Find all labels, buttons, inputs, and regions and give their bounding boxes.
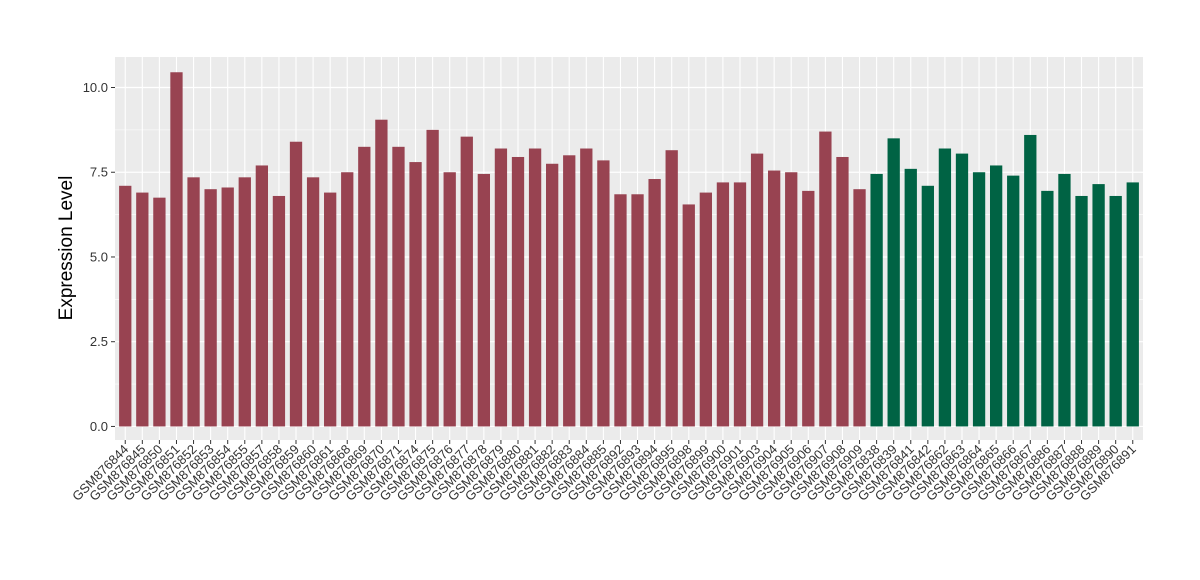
bar-GSM876876 [443, 172, 456, 427]
y-axis-title: Expression Level [56, 176, 77, 321]
bar-GSM876861 [324, 192, 337, 427]
bar-GSM876859 [289, 141, 303, 427]
bar-GSM876852 [187, 177, 200, 427]
bar-GSM876863 [955, 153, 969, 427]
bar-GSM876899 [699, 192, 712, 427]
y-tick-label: 5.0 [90, 249, 108, 264]
bar-GSM876903 [750, 153, 764, 427]
bar-GSM876875 [426, 129, 439, 427]
bar-GSM876868 [341, 172, 354, 427]
bar-GSM876881 [528, 148, 542, 427]
bar-GSM876839 [887, 138, 900, 427]
bar-GSM876908 [836, 156, 849, 427]
bar-GSM876880 [511, 156, 525, 427]
bar-GSM876871 [392, 146, 405, 427]
y-tick-label: 2.5 [90, 334, 108, 349]
bar-GSM876862 [938, 148, 952, 427]
bar-GSM876882 [546, 163, 559, 427]
bar-GSM876900 [716, 182, 730, 427]
bar-GSM876865 [989, 165, 1003, 427]
bar-GSM876904 [768, 170, 781, 427]
bar-GSM876893 [631, 194, 644, 427]
y-tick-label: 10.0 [83, 80, 108, 95]
bar-GSM876860 [306, 177, 320, 427]
bar-GSM876855 [238, 177, 251, 427]
bar-GSM876858 [272, 195, 286, 427]
bar-GSM876866 [1007, 175, 1020, 427]
bar-GSM876905 [785, 172, 798, 427]
x-axis: GSM876844GSM876845GSM876850GSM876851GSM8… [69, 440, 1139, 504]
bar-GSM876870 [375, 119, 388, 427]
bar-GSM876894 [648, 179, 661, 427]
bar-GSM876889 [1092, 184, 1105, 427]
bar-GSM876891 [1126, 182, 1139, 427]
bars [119, 72, 1139, 427]
bar-GSM876857 [255, 165, 269, 427]
y-tick-label: 7.5 [90, 165, 108, 180]
bar-GSM876883 [563, 155, 576, 427]
bar-GSM876878 [477, 173, 490, 427]
bar-GSM876874 [409, 162, 422, 427]
y-axis: 0.0 2.5 5.0 7.5 10.0 [83, 80, 115, 434]
bar-GSM876854 [221, 187, 234, 427]
plot-panel [115, 57, 1143, 440]
bar-GSM876906 [802, 190, 815, 427]
bar-GSM876885 [597, 160, 610, 427]
bar-GSM876838 [870, 173, 883, 427]
bar-GSM876864 [972, 172, 986, 427]
bar-GSM876907 [819, 131, 832, 427]
bar-GSM876884 [580, 148, 593, 427]
bar-GSM876887 [1058, 173, 1071, 427]
bar-GSM876845 [136, 192, 149, 427]
bar-GSM876886 [1041, 190, 1054, 427]
bar-GSM876909 [853, 189, 866, 427]
bar-GSM876895 [665, 150, 678, 427]
bar-GSM876869 [358, 146, 371, 427]
bar-GSM876877 [460, 136, 473, 427]
y-tick-label: 0.0 [90, 419, 108, 434]
bar-GSM876853 [204, 189, 217, 427]
bar-GSM876850 [153, 197, 166, 427]
bar-GSM876888 [1075, 195, 1088, 427]
bar-GSM876851 [170, 72, 183, 427]
bar-GSM876842 [921, 185, 934, 427]
bar-GSM876867 [1024, 134, 1037, 427]
bar-GSM876898 [682, 204, 695, 427]
bar-GSM876901 [733, 182, 747, 427]
bar-GSM876879 [494, 148, 508, 427]
bar-GSM876892 [614, 194, 627, 427]
bar-GSM876844 [119, 185, 132, 427]
bar-GSM876890 [1109, 195, 1122, 427]
bar-GSM876841 [904, 168, 917, 427]
